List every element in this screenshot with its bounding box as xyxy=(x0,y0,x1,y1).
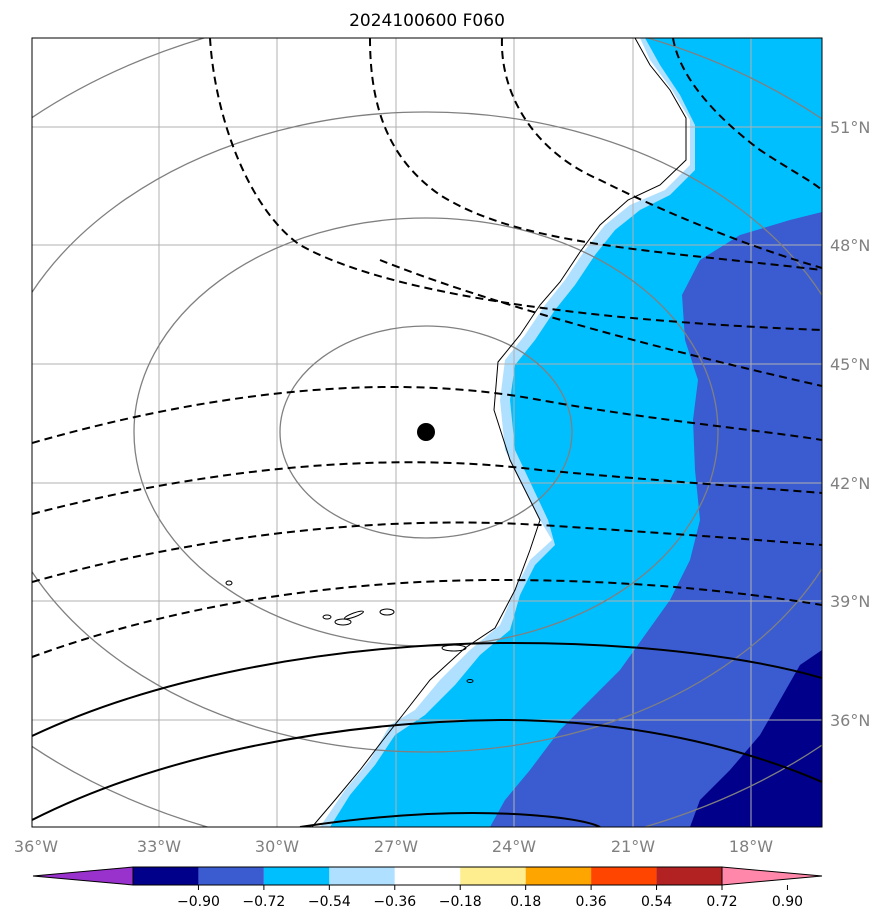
lat-tick-label: 45°N xyxy=(830,355,870,374)
figure-title: 2024100600 F060 xyxy=(349,11,505,31)
lat-tick-label: 39°N xyxy=(830,592,870,611)
colorbar-extend-low xyxy=(32,866,134,886)
lon-tick-labels: 36°W 33°W 30°W 27°W 24°W 21°W 18°W xyxy=(14,837,773,856)
colorbar-label: 0.36 xyxy=(576,894,607,910)
dashed-contours xyxy=(32,38,822,658)
colorbar-extend-high xyxy=(721,866,823,886)
lon-tick-label: 33°W xyxy=(137,837,181,856)
field-mid xyxy=(490,212,822,827)
colorbar: −0.90 −0.72 −0.54 −0.36 −0.18 0.18 0.36 0.54 0.7… xyxy=(32,866,823,910)
lon-tick-label: 24°W xyxy=(492,837,536,856)
lat-tick-label: 48°N xyxy=(830,236,870,255)
colorbar-segment xyxy=(394,867,461,885)
colorbar-segment xyxy=(263,867,330,885)
center-marker xyxy=(417,423,435,441)
lat-tick-label: 36°N xyxy=(830,711,870,730)
colorbar-label: −0.72 xyxy=(242,894,285,910)
lon-tick-label: 18°W xyxy=(729,837,773,856)
islands xyxy=(225,580,474,683)
frontal-line xyxy=(311,38,687,827)
lon-tick-label: 27°W xyxy=(374,837,418,856)
colorbar-label: −0.90 xyxy=(177,894,220,910)
lat-tick-label: 51°N xyxy=(830,118,870,137)
lon-tick-label: 30°W xyxy=(255,837,299,856)
field-deep xyxy=(690,650,822,827)
colorbar-segment xyxy=(460,867,526,885)
colorbar-segment xyxy=(656,867,722,885)
colorbar-segment xyxy=(198,867,264,885)
colorbar-segment xyxy=(133,867,199,885)
colorbar-label: 0.54 xyxy=(641,894,672,910)
colorbar-label: 0.18 xyxy=(510,894,541,910)
colorbar-frame xyxy=(132,866,723,886)
lon-tick-label: 36°W xyxy=(14,837,58,856)
colorbar-segment xyxy=(525,867,592,885)
colorbar-label: −0.36 xyxy=(373,894,416,910)
colorbar-segment xyxy=(591,867,657,885)
lat-tick-labels: 51°N 48°N 45°N 42°N 39°N 36°N xyxy=(830,118,870,730)
colorbar-label: −0.54 xyxy=(308,894,351,910)
lon-tick-label: 21°W xyxy=(611,837,655,856)
colorbar-segment xyxy=(329,867,395,885)
colorbar-label: −0.18 xyxy=(439,894,482,910)
colorbar-label: 0.90 xyxy=(772,894,803,910)
lat-tick-label: 42°N xyxy=(830,474,870,493)
solid-contours xyxy=(32,641,822,827)
colorbar-label: 0.72 xyxy=(706,894,737,910)
map-frame xyxy=(31,37,823,828)
